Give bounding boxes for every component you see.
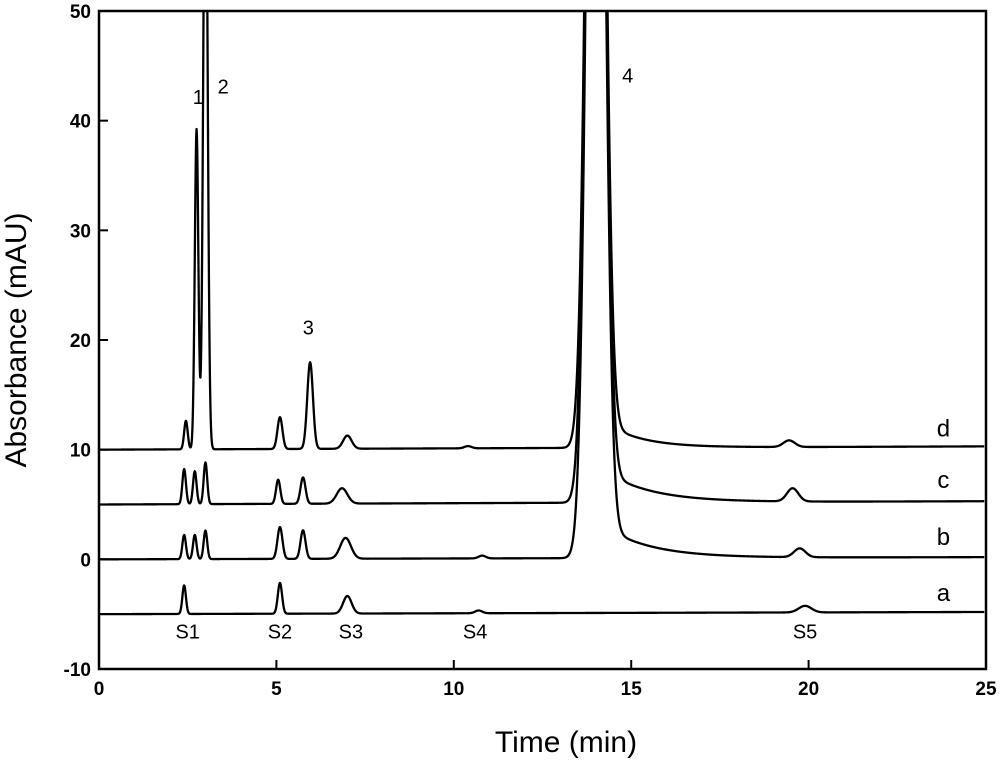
x-tick-label: 5 [271,679,282,700]
y-tick-label: 20 [70,331,91,352]
trace-b [99,11,986,561]
y-tick-label: 40 [70,112,91,133]
x-tick-label: 25 [975,679,997,700]
peak-label: 2 [218,76,229,98]
peak-label: 3 [303,318,314,340]
annotations-group: 1 2 3 4 S1 S2 S3 S4 S5 dc b a [175,65,950,643]
x-tick-label: 10 [443,679,464,700]
trace-d [99,11,986,451]
peak-label: 4 [622,65,633,87]
y-axis-title: Absorbance (mAU) [0,212,33,467]
trace-label: b [937,524,950,551]
trace-c [99,11,986,506]
standard-label: S2 [268,621,292,643]
x-axis-title: Time (min) [495,726,637,759]
trace-label: d [937,416,950,443]
traces-group [99,11,986,616]
standard-label: S5 [793,621,817,643]
standard-label: S4 [463,621,487,643]
standard-label: S3 [339,621,363,643]
trace-label: c [937,467,949,494]
peak-label: 1 [193,87,204,109]
standard-label: S1 [175,621,199,643]
y-tick-label: 50 [70,2,91,23]
x-tick-label: 20 [798,679,819,700]
trace-a [99,581,986,616]
x-tick-label: 15 [621,679,643,700]
y-tick-label: 0 [80,550,91,571]
trace-label: a [937,580,951,607]
plot-frame [97,9,988,671]
y-tick-label: 30 [70,221,91,242]
x-tick-label: 0 [94,679,105,700]
y-tick-label: 10 [70,441,91,462]
y-tick-label: -10 [64,660,91,681]
